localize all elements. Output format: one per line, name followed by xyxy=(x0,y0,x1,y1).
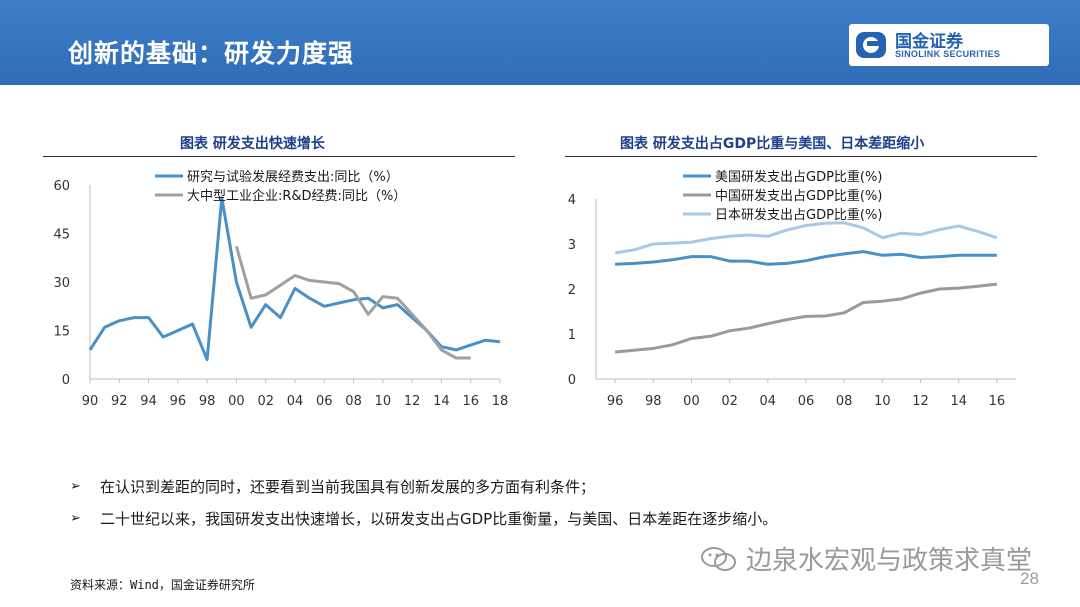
x-tick-label: 98 xyxy=(199,394,216,409)
chart2-title-rule xyxy=(565,156,1037,157)
source-note: 资料来源：Wind，国金证券研究所 xyxy=(70,578,255,592)
x-tick-label: 02 xyxy=(257,394,274,409)
x-tick-label: 90 xyxy=(82,394,99,409)
x-tick-label: 00 xyxy=(228,394,245,409)
x-tick-label: 94 xyxy=(140,394,157,409)
bullet-arrow-icon: ➢ xyxy=(70,510,81,526)
chart2-title: 图表 研发支出占GDP比重与美国、日本差距缩小 xyxy=(620,136,925,152)
x-tick-label: 14 xyxy=(433,394,450,409)
bullet-item: ➢ 二十世纪以来，我国研发支出快速增长，以研发支出占GDP比重衡量，与美国、日本… xyxy=(70,502,777,534)
y-tick-label: 0 xyxy=(568,373,576,388)
x-tick-label: 06 xyxy=(316,394,333,409)
y-tick-label: 60 xyxy=(53,179,70,194)
series-line xyxy=(615,250,997,266)
y-tick-label: 0 xyxy=(62,373,70,388)
bullet-item: ➢ 在认识到差距的同时，还要看到当前我国具有创新发展的多方面有利条件； xyxy=(70,470,777,502)
x-tick-label: 12 xyxy=(912,394,929,409)
y-tick-label: 30 xyxy=(53,276,70,291)
chart1-title: 图表 研发支出快速增长 xyxy=(180,136,325,152)
x-tick-label: 96 xyxy=(170,394,187,409)
series-line xyxy=(88,196,501,362)
x-tick-label: 06 xyxy=(798,394,815,409)
bullet-text: 二十世纪以来，我国研发支出快速增长，以研发支出占GDP比重衡量，与美国、日本差距… xyxy=(100,509,778,528)
chart-growth: 0 15 30 45 60 90 92 94 96 98 00 02 04 06 08 10 12 14 16 18 研… xyxy=(53,169,509,409)
sinolink-logo-icon xyxy=(856,32,886,58)
x-tick-label: 08 xyxy=(345,394,362,409)
x-tick-label: 08 xyxy=(836,394,853,409)
page-title: 创新的基础：研发力度强 xyxy=(68,39,355,68)
series-line xyxy=(234,245,471,360)
bullet-arrow-icon: ➢ xyxy=(70,478,81,494)
y-tick-label: 1 xyxy=(568,328,576,343)
y-tick-label: 2 xyxy=(568,283,576,298)
x-tick-label: 16 xyxy=(462,394,479,409)
y-tick-label: 15 xyxy=(53,325,70,340)
bullet-list: ➢ 在认识到差距的同时，还要看到当前我国具有创新发展的多方面有利条件； ➢ 二十… xyxy=(70,470,777,534)
series-line xyxy=(614,221,998,255)
x-tick-label: 04 xyxy=(760,394,777,409)
header-bar: 创新的基础：研发力度强 国金证券 SINOLINK SECURITIES xyxy=(0,0,1080,85)
legend-label: 美国研发支出占GDP比重(%) xyxy=(715,169,882,185)
company-logo: 国金证券 SINOLINK SECURITIES xyxy=(849,24,1049,66)
legend-label: 大中型工业企业:R&D经费:同比（%） xyxy=(187,188,406,204)
series-line xyxy=(614,282,998,354)
x-tick-label: 02 xyxy=(721,394,738,409)
legend-label: 研究与试验发展经费支出:同比（%） xyxy=(187,169,399,185)
y-tick-label: 4 xyxy=(568,193,576,208)
y-tick-label: 45 xyxy=(53,228,70,243)
chart1-title-rule xyxy=(43,156,515,157)
page-number: 28 xyxy=(1020,569,1039,588)
x-tick-label: 00 xyxy=(683,394,700,409)
x-tick-label: 16 xyxy=(989,394,1006,409)
legend-label: 日本研发支出占GDP比重(%) xyxy=(715,207,882,223)
watermark-text: 边泉水宏观与政策求真堂 xyxy=(746,546,1033,576)
wechat-icon xyxy=(701,546,736,571)
x-tick-label: 10 xyxy=(375,394,392,409)
x-tick-label: 14 xyxy=(950,394,967,409)
x-tick-label: 12 xyxy=(404,394,421,409)
watermark: 边泉水宏观与政策求真堂 xyxy=(700,540,1032,577)
x-tick-label: 18 xyxy=(492,394,509,409)
bullet-text: 在认识到差距的同时，还要看到当前我国具有创新发展的多方面有利条件； xyxy=(100,477,596,496)
y-tick-label: 3 xyxy=(568,238,576,253)
legend-label: 中国研发支出占GDP比重(%) xyxy=(715,188,882,204)
x-tick-label: 92 xyxy=(111,394,128,409)
logo-text-en: SINOLINK SECURITIES xyxy=(895,49,1001,59)
logo-text-cn: 国金证券 xyxy=(895,32,963,52)
x-tick-label: 98 xyxy=(645,394,662,409)
x-tick-label: 96 xyxy=(607,394,624,409)
x-tick-label: 10 xyxy=(874,394,891,409)
x-tick-label: 04 xyxy=(287,394,304,409)
